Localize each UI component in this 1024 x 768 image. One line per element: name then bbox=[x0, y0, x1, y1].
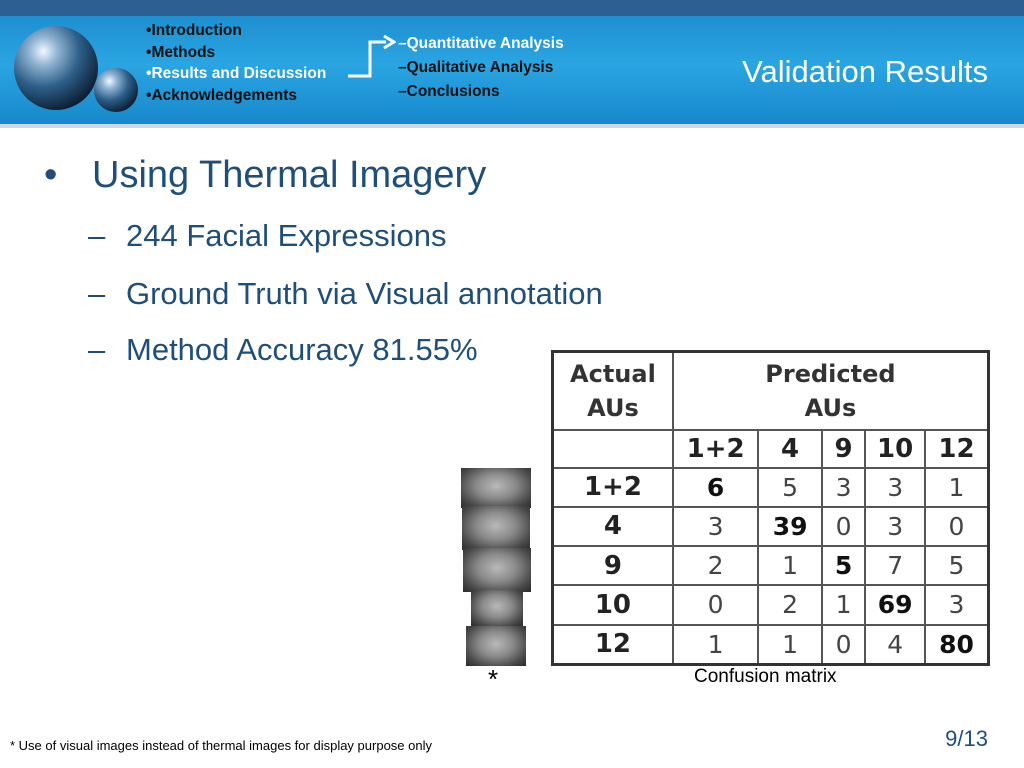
table-row: 9 2 1 5 7 5 bbox=[551, 545, 990, 587]
column-header: 10 bbox=[864, 428, 926, 469]
header-divider bbox=[0, 124, 1024, 128]
table-cell: 6 bbox=[671, 466, 760, 508]
table-cell: 69 bbox=[864, 584, 926, 626]
empty-corner-cell bbox=[551, 428, 674, 469]
face-image-au-10 bbox=[471, 590, 523, 626]
table-row: 4 3 39 0 3 0 bbox=[551, 505, 990, 548]
main-bullet: • Using Thermal Imagery bbox=[44, 154, 486, 197]
column-header: 1+2 bbox=[671, 428, 760, 469]
nav-connector-arrow-icon bbox=[348, 34, 396, 78]
page-number: 9/13 bbox=[945, 726, 988, 751]
subnav-item-conclusions[interactable]: –Conclusions bbox=[398, 83, 500, 100]
nav-item-acknowledgements[interactable]: •Acknowledgements bbox=[146, 86, 297, 104]
bullet-mark: • bbox=[44, 154, 58, 196]
actual-aus-header: Actual AUs bbox=[551, 350, 674, 431]
table-cell: 39 bbox=[757, 505, 823, 548]
table-cell: 3 bbox=[923, 584, 990, 626]
sub-bullet-ground-truth: – Ground Truth via Visual annotation bbox=[88, 276, 603, 311]
subsection-nav: –Quantitative Analysis –Qualitative Anal… bbox=[398, 32, 564, 104]
table-cell: 2 bbox=[671, 545, 760, 587]
table-cell: 7 bbox=[864, 545, 926, 587]
table-cell: 1 bbox=[820, 584, 867, 626]
subnav-item-quantitative-analysis[interactable]: –Quantitative Analysis bbox=[398, 35, 564, 52]
table-cell: 4 bbox=[864, 623, 926, 666]
table-cell: 5 bbox=[757, 466, 823, 508]
column-header: 4 bbox=[757, 428, 823, 469]
table-cell: 5 bbox=[820, 545, 867, 587]
row-header: 12 bbox=[551, 623, 674, 666]
row-header: 9 bbox=[551, 545, 674, 587]
column-header: 12 bbox=[923, 428, 990, 469]
table-row: 10 0 2 1 69 3 bbox=[551, 584, 990, 626]
small-globe-icon bbox=[94, 68, 138, 112]
nav-item-introduction[interactable]: •Introduction bbox=[146, 22, 242, 39]
footnote: * Use of visual images instead of therma… bbox=[10, 738, 432, 753]
face-image-au-9 bbox=[463, 548, 531, 592]
table-cell: 3 bbox=[820, 466, 867, 508]
table-cell: 1 bbox=[923, 466, 990, 508]
table-cell: 3 bbox=[864, 505, 926, 548]
globe-logo-icon bbox=[14, 26, 98, 110]
table-cell: 1 bbox=[757, 623, 823, 666]
row-header: 1+2 bbox=[551, 466, 674, 508]
header-banner bbox=[0, 16, 1024, 124]
table-cell: 0 bbox=[820, 623, 867, 666]
confusion-matrix-table: Actual AUs Predicted AUs 1+2 4 9 10 12 1+2… bbox=[551, 350, 990, 666]
table-cell: 3 bbox=[864, 466, 926, 508]
table-cell: 0 bbox=[820, 505, 867, 548]
table-row: 12 1 1 0 4 80 bbox=[551, 623, 990, 666]
table-cell: 1 bbox=[671, 623, 760, 666]
table-cell: 3 bbox=[671, 505, 760, 548]
sub-bullet-accuracy: – Method Accuracy 81.55% bbox=[88, 332, 478, 367]
table-cell: 2 bbox=[757, 584, 823, 626]
column-header: 9 bbox=[820, 428, 867, 469]
slide-title: Validation Results bbox=[742, 54, 988, 89]
face-image-au-12 bbox=[466, 626, 526, 666]
table-cell: 1 bbox=[757, 545, 823, 587]
table-cell: 80 bbox=[923, 623, 990, 666]
subnav-item-qualitative-analysis[interactable]: –Qualitative Analysis bbox=[398, 59, 554, 76]
predicted-aus-header: Predicted AUs bbox=[671, 350, 990, 431]
row-header: 10 bbox=[551, 584, 674, 626]
row-header: 4 bbox=[551, 505, 674, 548]
nav-item-results-and-discussion[interactable]: •Results and Discussion bbox=[146, 65, 327, 82]
table-cell: 0 bbox=[923, 505, 990, 548]
face-image-au-1-2 bbox=[461, 468, 531, 508]
top-bar bbox=[0, 0, 1024, 16]
matrix-caption: Confusion matrix bbox=[694, 666, 837, 687]
section-nav: •Introduction •Methods •Results and Disc… bbox=[146, 20, 326, 106]
sub-bullet-expressions: –244 Facial Expressions bbox=[88, 218, 447, 253]
main-bullet-text: Using Thermal Imagery bbox=[92, 154, 487, 196]
table-cell: 0 bbox=[671, 584, 760, 626]
face-image-au-4 bbox=[462, 506, 530, 550]
asterisk-marker: * bbox=[488, 664, 499, 694]
table-row: 1+2 6 5 3 3 1 bbox=[551, 466, 990, 508]
table-cell: 5 bbox=[923, 545, 990, 587]
nav-item-methods[interactable]: •Methods bbox=[146, 43, 216, 61]
